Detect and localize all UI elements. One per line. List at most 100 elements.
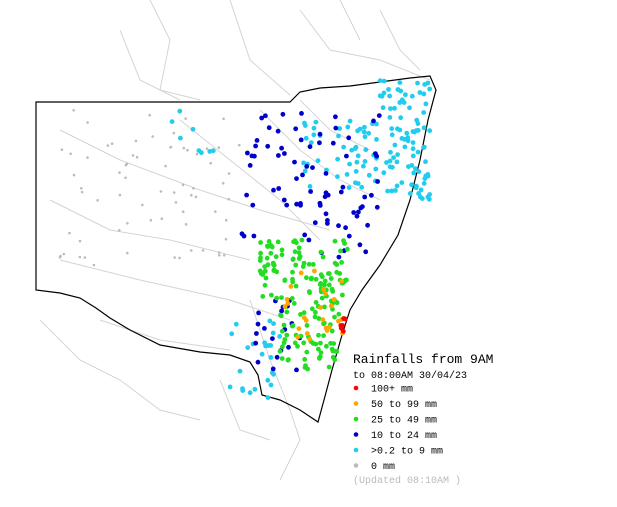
station-dot (307, 336, 312, 342)
station-dot (317, 140, 322, 146)
station-dot (282, 304, 288, 309)
station-dot (374, 204, 380, 210)
station-dot (359, 184, 365, 190)
station-dot (376, 113, 382, 118)
legend-swatch (353, 401, 359, 406)
station-dot (284, 332, 290, 338)
station-dot (68, 231, 71, 235)
station-dot (131, 154, 135, 157)
station-dot (388, 106, 393, 111)
station-dot (354, 213, 360, 219)
legend-label: 100+ mm (371, 385, 413, 396)
station-dot (337, 126, 342, 131)
station-dot (172, 131, 176, 135)
station-dot (310, 165, 315, 171)
station-dot (389, 188, 395, 194)
station-dot (181, 210, 185, 213)
legend-swatch (353, 385, 359, 391)
station-dot (317, 282, 323, 287)
station-dot (325, 192, 331, 198)
station-dot (332, 260, 338, 266)
station-dot (301, 340, 307, 346)
station-dot (80, 187, 83, 190)
station-dot (276, 153, 281, 158)
station-dot (233, 321, 239, 327)
station-dot (375, 179, 380, 184)
station-dot (277, 348, 283, 354)
station-dot (377, 93, 383, 99)
station-dot (151, 135, 154, 138)
station-dot (259, 351, 265, 357)
station-dot (60, 148, 64, 151)
station-dot (301, 310, 307, 316)
state-border (35, 75, 437, 423)
station-dot (339, 278, 345, 284)
station-dot (288, 284, 294, 289)
station-dot (227, 384, 233, 390)
station-dot (312, 314, 318, 320)
station-dot (413, 166, 418, 172)
station-dot (286, 344, 291, 350)
legend-swatch (353, 447, 359, 453)
station-dot (334, 300, 340, 306)
station-dot (304, 323, 310, 328)
background-catchments (39, 0, 431, 481)
station-dot (349, 147, 355, 153)
station-dot (268, 355, 274, 360)
station-dot (312, 220, 318, 226)
station-dot (222, 117, 225, 121)
station-dot (395, 87, 401, 92)
station-dot (340, 184, 346, 190)
station-dot (59, 254, 62, 258)
station-dot (322, 304, 327, 310)
station-dot (399, 180, 405, 186)
station-dots (58, 78, 433, 400)
station-dot (256, 310, 261, 316)
station-dot (245, 345, 251, 350)
station-dot (361, 163, 366, 169)
station-dot (190, 193, 193, 197)
station-dot (280, 344, 285, 350)
station-dot (345, 246, 350, 252)
station-dot (279, 356, 285, 361)
station-dot (388, 149, 393, 155)
station-dot (387, 93, 392, 99)
station-dot (194, 195, 198, 199)
station-dot (257, 268, 263, 274)
station-dot (259, 115, 265, 121)
station-dot (411, 170, 417, 176)
station-dot (118, 171, 121, 174)
station-dot (387, 115, 393, 120)
station-dot (342, 316, 348, 322)
station-dot (135, 155, 139, 159)
station-dot (309, 275, 314, 281)
station-dot (297, 254, 303, 259)
station-dot (268, 382, 274, 388)
station-dot (397, 100, 403, 105)
station-dot (335, 156, 340, 162)
station-dot (221, 182, 225, 185)
station-dot (301, 315, 307, 321)
station-dot (328, 303, 334, 309)
station-dot (366, 130, 372, 136)
station-dot (316, 346, 321, 352)
legend-label: 25 to 49 mm (371, 416, 437, 427)
station-dot (279, 145, 284, 151)
station-dot (374, 137, 379, 142)
station-dot (238, 143, 241, 147)
station-dot (317, 131, 323, 137)
station-dot (302, 232, 308, 238)
station-dot (308, 189, 313, 194)
station-dot (262, 264, 268, 269)
station-dot (374, 153, 380, 159)
station-dot (269, 370, 275, 376)
station-dot (260, 294, 266, 299)
station-dot (303, 135, 309, 141)
station-dot (227, 197, 230, 201)
station-dot (86, 121, 89, 124)
station-dot (326, 271, 332, 277)
station-dot (407, 191, 413, 196)
station-dot (324, 328, 330, 333)
station-dot (363, 249, 369, 255)
station-dot (195, 152, 199, 156)
